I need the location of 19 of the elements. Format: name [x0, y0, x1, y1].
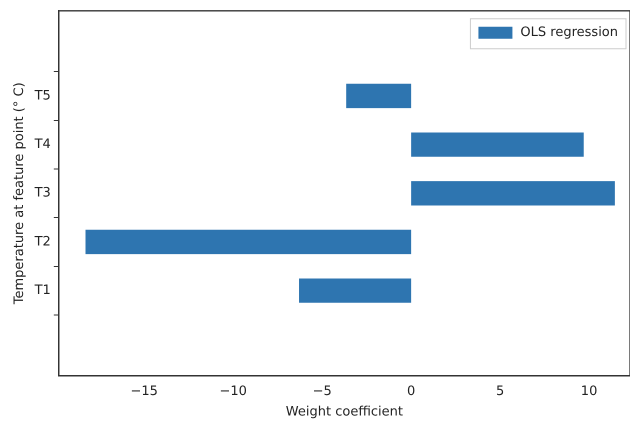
x-tick-label: 0	[406, 384, 416, 399]
legend-label: OLS regression	[520, 25, 618, 40]
y-tick-label: T3	[34, 186, 51, 201]
bar	[411, 181, 615, 206]
x-tick-label: −15	[130, 384, 158, 399]
y-axis-title: Temperature at feature point (° C)	[12, 82, 28, 306]
bar	[86, 230, 412, 254]
x-tick-label: 10	[580, 384, 598, 399]
x-tick-label: −10	[219, 384, 247, 399]
y-tick-label: T2	[34, 234, 51, 250]
x-tick-label: 5	[496, 384, 504, 399]
bar	[411, 132, 584, 157]
y-tick-label: T1	[34, 283, 51, 298]
bar	[299, 278, 412, 303]
x-tick-label: −5	[312, 384, 332, 399]
y-tick-label: T5	[34, 88, 51, 104]
bar	[346, 84, 412, 108]
x-axis-title: Weight coefficient	[286, 404, 403, 420]
y-tick-label: T4	[34, 137, 51, 152]
